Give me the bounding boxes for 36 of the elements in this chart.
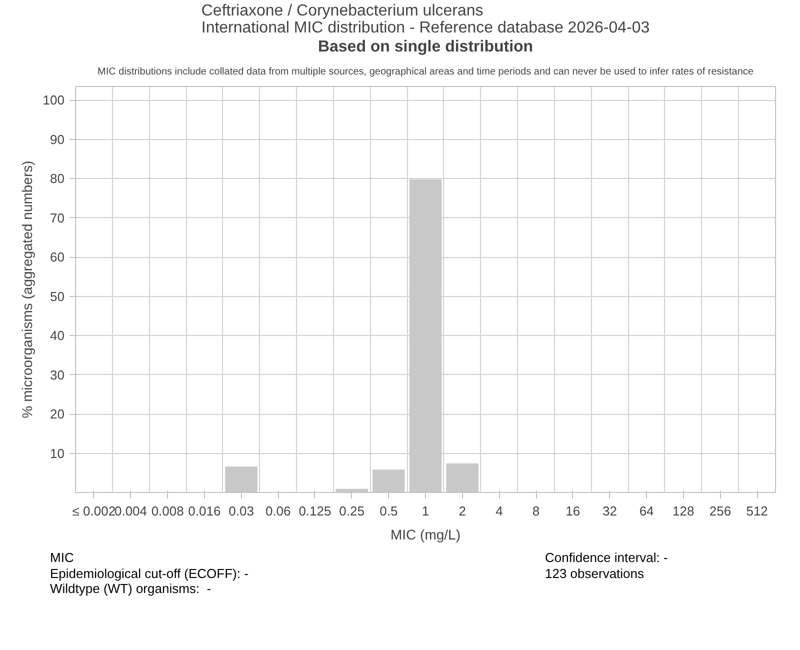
chart-title: Ceftriaxone / Corynebacterium ulcerans International MIC distribution - Reference database 2026-04-03 — [201, 2, 650, 36]
text: MIC Epidemiological cut-off (ECOFF): - Wildtype (WT) organisms: - — [50, 550, 248, 597]
y-tick-label: 10 — [50, 446, 65, 461]
x-tick-label: 0.5 — [380, 504, 398, 518]
x-axis-title: MIC (mg/L) — [390, 526, 460, 542]
text: Confidence interval: - 123 observations — [545, 550, 668, 582]
x-tick-label: 2 — [458, 504, 466, 518]
y-tick-label: 50 — [50, 288, 65, 304]
x-tick-label: 0.25 — [339, 504, 364, 518]
x-tick-label: 64 — [639, 504, 654, 518]
x-tick-label: 1 — [422, 504, 430, 518]
y-tick-label: 80 — [50, 171, 65, 186]
x-tick-label: 0.004 — [114, 504, 148, 518]
x-tick-label: 128 — [672, 504, 694, 518]
y-tick-label: 70 — [50, 210, 65, 226]
x-tick-label: ≤ 0.002 — [72, 504, 116, 518]
x-tick-label: 16 — [566, 504, 580, 518]
y-tick-label: 100 — [42, 92, 65, 108]
x-tick-label: 32 — [602, 504, 617, 518]
y-tick-label: 60 — [50, 250, 65, 265]
y-tick-label: 20 — [50, 406, 65, 422]
text: MIC distributions include collated data from multiple sources, geographical areas and time periods and can never be used to infer rates of resistance — [98, 66, 754, 78]
chart-subtitle: Based on single distribution — [318, 38, 534, 56]
x-tick-label: 256 — [709, 504, 732, 518]
x-tick-label: 8 — [532, 504, 540, 518]
x-tick-label: 0.016 — [188, 504, 221, 518]
y-tick-label: 30 — [50, 367, 65, 382]
x-tick-label: 0.008 — [151, 504, 184, 518]
y-axis-title: % microorganisms (aggregated numbers) — [18, 160, 35, 418]
y-tick-label: 90 — [50, 132, 65, 147]
x-tick-label: 0.03 — [228, 504, 254, 518]
x-tick-label: 4 — [496, 504, 503, 518]
x-tick-label: 512 — [746, 504, 768, 518]
x-tick-label: 0.125 — [298, 504, 332, 518]
x-tick-label: 0.06 — [265, 504, 291, 518]
y-tick-label: 40 — [50, 328, 65, 344]
